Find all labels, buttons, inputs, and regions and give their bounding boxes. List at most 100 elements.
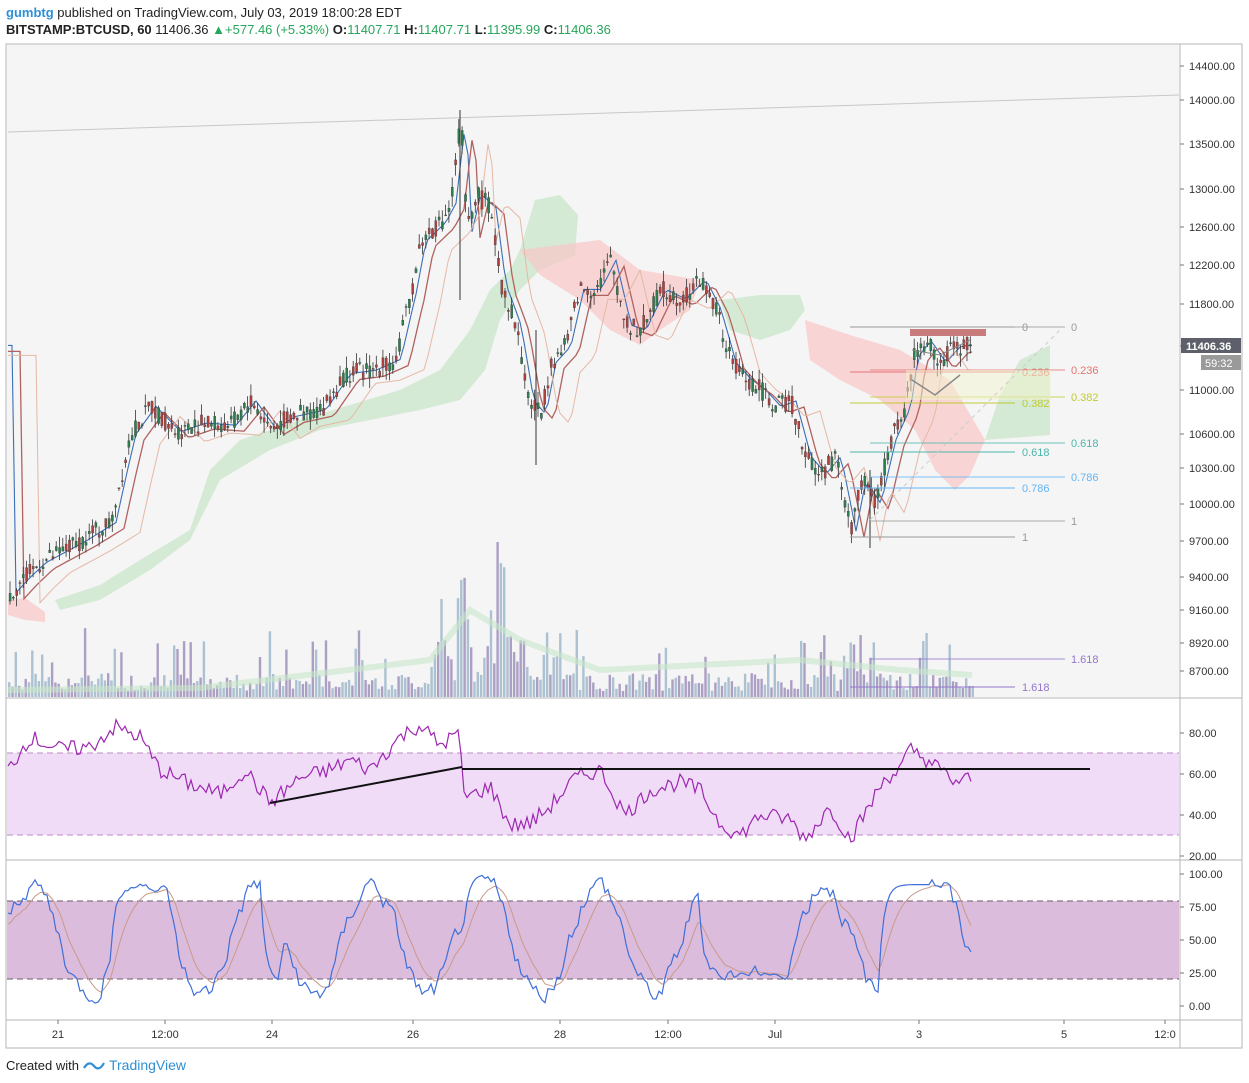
- volume-bar: [717, 677, 720, 697]
- candle-body: [936, 363, 939, 366]
- candle-body: [609, 254, 612, 258]
- candle-body: [58, 547, 61, 554]
- open-label: O:: [332, 22, 348, 37]
- brand-link[interactable]: TradingView: [108, 1057, 187, 1073]
- candle-body: [177, 427, 180, 440]
- time-tick-label: Jul: [768, 1029, 782, 1041]
- candle-body: [559, 352, 563, 356]
- trend-line-drawings[interactable]: [910, 329, 986, 396]
- volume-bar: [298, 680, 301, 697]
- candle-body: [292, 412, 296, 419]
- volume-bar: [397, 676, 400, 697]
- tradingview-logo-icon: [83, 1062, 105, 1070]
- volume-bar: [892, 689, 895, 697]
- stoch-axis[interactable]: 100.00 75.00 50.00 25.00 0.00: [1180, 869, 1223, 1013]
- candle-body: [599, 278, 603, 288]
- author-link[interactable]: gumbtg: [6, 5, 54, 20]
- high-label: H:: [404, 22, 418, 37]
- close-value: 11406.36: [557, 22, 611, 37]
- volume-bar: [206, 684, 209, 697]
- volume-bar: [734, 686, 737, 697]
- candle-body: [22, 574, 25, 578]
- candle-body: [649, 309, 652, 312]
- volume-bar: [895, 680, 899, 697]
- change-value: +577.46 (+5.33%): [225, 22, 330, 37]
- volume-bar: [159, 686, 163, 697]
- candle-body: [249, 395, 253, 407]
- candle-body: [279, 420, 282, 431]
- candle-body: [767, 398, 771, 406]
- candle-body: [48, 549, 51, 553]
- volume-bar: [116, 688, 120, 697]
- candle-body: [38, 569, 42, 573]
- candle-body: [507, 309, 510, 312]
- volume-bar: [905, 689, 908, 697]
- volume-bar: [443, 640, 446, 697]
- candle-body: [503, 290, 507, 298]
- candle-body: [444, 214, 447, 217]
- symbol-label[interactable]: BITSTAMP:BTCUSD, 60: [6, 22, 152, 37]
- volume-bar: [390, 685, 394, 697]
- candle-body: [348, 381, 352, 383]
- candle-body: [309, 409, 312, 420]
- volume-bar: [248, 682, 252, 697]
- volume-bar: [803, 642, 806, 697]
- candle-body: [711, 298, 715, 310]
- candle-body: [820, 467, 824, 473]
- candle-body: [513, 322, 517, 329]
- kijun-line: [8, 140, 973, 601]
- low-label: L:: [474, 22, 487, 37]
- candle-body: [487, 197, 490, 214]
- candle-body: [903, 408, 906, 418]
- candle-body: [388, 362, 391, 372]
- volume-bar: [806, 684, 809, 697]
- volume-bar: [182, 641, 186, 697]
- volume-bar: [202, 641, 206, 697]
- candle-body: [31, 566, 35, 570]
- volume-bar: [374, 678, 377, 697]
- volume-bar: [522, 640, 526, 697]
- volume-bar: [701, 683, 704, 697]
- candle-body: [147, 401, 150, 407]
- candle-body: [68, 539, 71, 553]
- candle-body: [678, 302, 682, 306]
- fib-level-label: 1: [1071, 516, 1077, 528]
- volume-bar: [31, 650, 34, 697]
- candle-body: [520, 357, 523, 364]
- candle-body: [771, 409, 774, 412]
- volume-bar: [605, 688, 608, 697]
- volume-bar: [136, 689, 140, 697]
- candle-body: [500, 279, 504, 295]
- candle-body: [18, 582, 22, 584]
- volume-bar: [816, 677, 819, 697]
- candle-body: [117, 487, 121, 489]
- rsi-axis[interactable]: 80.00 60.00 40.00 20.00: [1180, 728, 1217, 863]
- volume-bar: [743, 673, 747, 697]
- volume-bar: [846, 668, 849, 697]
- candle-body: [322, 408, 325, 416]
- volume-bar: [483, 657, 486, 697]
- volume-bar: [691, 674, 694, 697]
- fibonacci-retracement[interactable]: 00.2360.3820.6180.78611.61800.2360.3820.…: [850, 322, 1099, 694]
- volume-bar: [704, 656, 707, 697]
- candle-body: [134, 420, 137, 437]
- time-axis[interactable]: 21 12:00 24 26 28 12:00 Jul 3 5 12:0: [52, 1020, 1176, 1041]
- candle-body: [220, 424, 223, 432]
- volume-bar: [64, 689, 67, 697]
- candle-body: [556, 352, 560, 354]
- candle-body: [190, 427, 193, 434]
- candle-body: [817, 473, 820, 476]
- volume-bar: [509, 636, 512, 697]
- candle-body: [391, 364, 395, 370]
- candle-body: [378, 370, 381, 377]
- candle-body: [962, 339, 966, 350]
- volume-bar: [727, 677, 730, 697]
- ema-blue-line: [8, 134, 973, 595]
- candle-body: [206, 416, 210, 428]
- candle-body: [969, 344, 972, 346]
- candle-body: [827, 455, 830, 465]
- volume-bar: [776, 681, 780, 697]
- stoch-tick-label: 100.00: [1189, 869, 1223, 881]
- price-axis[interactable]: 14400.00 14000.00 13500.00 13000.00 12600.00…: [1180, 61, 1241, 678]
